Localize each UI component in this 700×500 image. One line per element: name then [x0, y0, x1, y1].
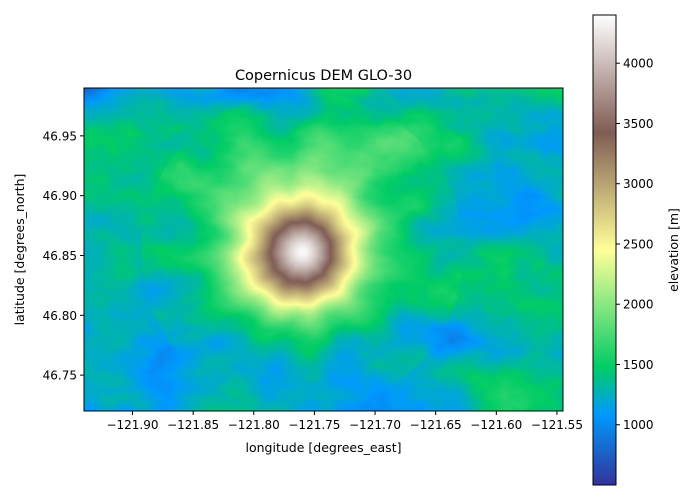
colorbar-frame: [592, 14, 617, 486]
x-axis-ticks: −121.90 −121.85 −121.80 −121.75 −121.70 −121.…: [106, 411, 583, 432]
colorbar-tick-label: 1500: [623, 358, 654, 372]
colorbar-tick-label: 2500: [623, 237, 654, 251]
y-tick-label: 46.95: [43, 129, 77, 143]
x-tick-label: −121.70: [349, 418, 401, 432]
plot-area: [84, 88, 563, 411]
x-tick-label: −121.60: [470, 418, 522, 432]
colorbar-tick-label: 1000: [623, 418, 654, 432]
x-tick-label: −121.90: [106, 418, 158, 432]
x-tick-label: −121.65: [410, 418, 462, 432]
colorbar-gradient: [593, 15, 616, 485]
colorbar-tick-label: 4000: [623, 57, 654, 71]
y-tick-label: 46.80: [43, 309, 77, 323]
chart-title: Copernicus DEM GLO-30: [235, 68, 412, 84]
colorbar-tick-label: 3000: [623, 177, 654, 191]
y-axis-label: latitude [degrees_north]: [12, 174, 27, 326]
elevation-heatmap: [84, 88, 563, 411]
colorbar-tick-label: 2000: [623, 298, 654, 312]
y-tick-label: 46.90: [43, 189, 77, 203]
y-axis-ticks: 46.75 46.80 46.85 46.90 46.95: [43, 129, 84, 383]
colorbar: 1000 1500 2000 2500 3000 3500 4000 elevation […: [592, 14, 681, 486]
x-axis-label: longitude [degrees_east]: [246, 440, 402, 455]
y-tick-label: 46.85: [43, 249, 77, 263]
x-tick-label: −121.75: [288, 418, 340, 432]
x-tick-label: −121.80: [228, 418, 280, 432]
y-tick-label: 46.75: [43, 369, 77, 383]
plot-frame: [83, 87, 564, 412]
colorbar-tick-label: 3500: [623, 117, 654, 131]
colorbar-ticks: 1000 1500 2000 2500 3000 3500 4000: [616, 57, 654, 432]
colorbar-label: elevation [m]: [666, 208, 681, 292]
x-tick-label: −121.85: [167, 418, 219, 432]
x-tick-label: −121.55: [531, 418, 583, 432]
